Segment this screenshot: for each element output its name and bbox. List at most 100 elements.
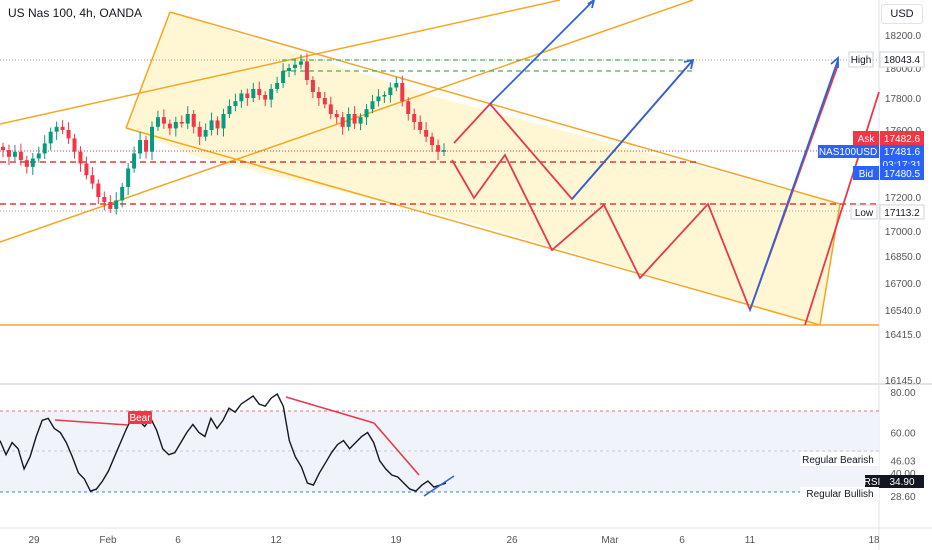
- rsi-line[interactable]: [0, 392, 447, 492]
- candle-bearish[interactable]: [1, 142, 5, 157]
- candle-bearish[interactable]: [424, 122, 429, 143]
- candle-bearish[interactable]: [352, 106, 357, 129]
- candle-bearish[interactable]: [66, 122, 71, 144]
- candle-bearish[interactable]: [436, 139, 441, 160]
- candle-body: [72, 138, 77, 152]
- candle-bearish[interactable]: [340, 111, 345, 135]
- candle-bearish[interactable]: [412, 108, 417, 130]
- candle-bullish[interactable]: [155, 110, 160, 131]
- candle-bullish[interactable]: [287, 63, 292, 78]
- currency-button[interactable]: USD: [881, 4, 923, 24]
- candle-bearish[interactable]: [316, 87, 321, 106]
- candle-bearish[interactable]: [179, 115, 184, 128]
- candle-bullish[interactable]: [388, 82, 393, 103]
- channel-drawings[interactable]: [0, 0, 879, 326]
- candle-bullish[interactable]: [30, 152, 35, 176]
- candle-bullish[interactable]: [370, 94, 375, 114]
- candle-bearish[interactable]: [144, 135, 149, 159]
- candle-bullish[interactable]: [233, 93, 238, 112]
- candle-bullish[interactable]: [42, 135, 47, 159]
- candle-bullish[interactable]: [293, 59, 298, 76]
- candle-bullish[interactable]: [382, 91, 387, 103]
- projection-blue-arrow-1[interactable]: [489, 0, 595, 105]
- candle-bearish[interactable]: [161, 109, 166, 129]
- candle-bullish[interactable]: [364, 103, 369, 126]
- candle-bearish[interactable]: [310, 76, 315, 99]
- candle-bullish[interactable]: [239, 89, 244, 108]
- candle-bearish[interactable]: [90, 167, 95, 190]
- projection-blue-arrow-2[interactable]: [571, 59, 694, 200]
- candle-bullish[interactable]: [275, 76, 280, 93]
- candle-bullish[interactable]: [251, 82, 256, 102]
- candle-bullish[interactable]: [269, 84, 274, 108]
- candle-bullish[interactable]: [442, 143, 446, 156]
- projection-red-path[interactable]: [451, 64, 839, 313]
- candle-bullish[interactable]: [138, 131, 143, 159]
- candle-bearish[interactable]: [102, 191, 107, 211]
- candle-bearish[interactable]: [96, 179, 101, 204]
- candle-bullish[interactable]: [185, 106, 190, 129]
- candle-bearish[interactable]: [334, 110, 339, 124]
- candle-bearish[interactable]: [108, 195, 113, 214]
- candle-bearish[interactable]: [18, 143, 23, 166]
- candle-bearish[interactable]: [215, 116, 220, 136]
- candle-bearish[interactable]: [328, 96, 333, 120]
- candle-bearish[interactable]: [191, 110, 196, 134]
- candle-bearish[interactable]: [78, 146, 83, 172]
- rsi-bear-divergence-1[interactable]: [54, 419, 129, 426]
- candle-bullish[interactable]: [120, 182, 125, 208]
- candle-bullish[interactable]: [203, 123, 208, 141]
- rising-channel-upper[interactable]: [0, 0, 561, 125]
- candle-bullish[interactable]: [132, 146, 137, 173]
- candle-bearish[interactable]: [245, 88, 250, 106]
- time-axis[interactable]: 29 Feb 6 12 19 26 Mar 6 11 18: [28, 535, 880, 546]
- channel-lower-line[interactable]: [125, 127, 821, 326]
- candle-bearish[interactable]: [304, 53, 309, 85]
- candle-bearish[interactable]: [257, 81, 262, 101]
- channel-upper-line[interactable]: [169, 11, 841, 205]
- candle-bullish[interactable]: [12, 144, 17, 161]
- candle-bearish[interactable]: [430, 132, 435, 152]
- candle-bearish[interactable]: [24, 155, 29, 174]
- candle-bullish[interactable]: [346, 107, 351, 131]
- candle-bullish[interactable]: [36, 146, 41, 163]
- candle-bullish[interactable]: [149, 121, 154, 160]
- candle-bullish[interactable]: [48, 127, 53, 151]
- candle-bullish[interactable]: [173, 116, 178, 137]
- candle-bearish[interactable]: [167, 119, 172, 136]
- projection-blue-arrow-3[interactable]: [749, 59, 839, 311]
- candle-bearish[interactable]: [406, 97, 411, 121]
- candle-bearish[interactable]: [197, 121, 202, 145]
- candles[interactable]: [1, 53, 446, 215]
- candle-bullish[interactable]: [281, 63, 286, 88]
- rsi-bull-divergence[interactable]: [423, 475, 455, 497]
- candle-bearish[interactable]: [60, 120, 65, 135]
- candle-bearish[interactable]: [84, 156, 89, 180]
- candle-bearish[interactable]: [6, 144, 11, 166]
- candle-body: [12, 151, 17, 157]
- high-value-tag: [879, 51, 925, 68]
- candle-bullish[interactable]: [394, 76, 399, 92]
- candle-bullish[interactable]: [227, 99, 232, 118]
- candle-bullish[interactable]: [358, 113, 363, 131]
- projection-red-line-4[interactable]: [804, 91, 880, 326]
- candle-bearish[interactable]: [263, 91, 268, 107]
- candle-body: [388, 87, 393, 95]
- candle-bearish[interactable]: [418, 115, 423, 135]
- candle-bullish[interactable]: [376, 89, 381, 107]
- candle-bullish[interactable]: [114, 192, 119, 215]
- candle-bullish[interactable]: [298, 54, 303, 69]
- channel-left-edge[interactable]: [125, 11, 171, 129]
- candle-bearish[interactable]: [400, 75, 405, 107]
- candle-bullish[interactable]: [126, 162, 131, 196]
- rsi-bear-divergence-3[interactable]: [373, 422, 420, 476]
- candle-bullish[interactable]: [209, 112, 214, 136]
- rsi-bear-divergence-2[interactable]: [285, 396, 375, 424]
- candle-bearish[interactable]: [72, 134, 77, 159]
- candle-bullish[interactable]: [54, 121, 59, 140]
- candle-bearish[interactable]: [322, 91, 327, 109]
- price-tick-label: 16145.0: [885, 376, 922, 387]
- candle-bullish[interactable]: [221, 108, 226, 137]
